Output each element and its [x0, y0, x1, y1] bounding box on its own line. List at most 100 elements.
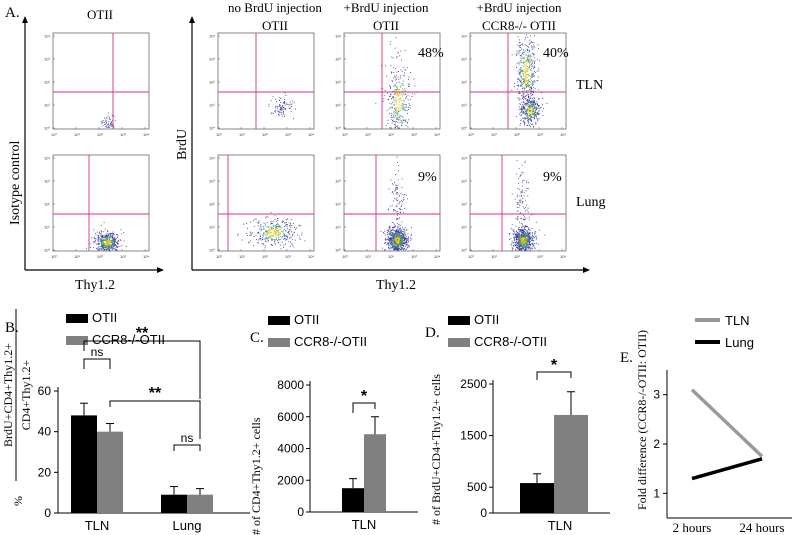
flow-event-dot	[118, 240, 120, 242]
flow-event-dot	[103, 246, 104, 248]
flow-event-dot	[391, 98, 392, 99]
flow-event-dot	[523, 100, 525, 102]
flow-event-dot	[530, 76, 532, 78]
flow-event-dot	[398, 241, 400, 242]
flow-event-dot	[396, 234, 398, 236]
flow-event-dot	[109, 246, 110, 248]
flow-event-dot	[113, 246, 115, 247]
flow-event-dot	[521, 109, 523, 111]
flow-event-dot	[107, 236, 109, 238]
flow-event-dot	[520, 174, 522, 176]
flow-event-dot	[385, 125, 387, 126]
flow-event-dot	[524, 245, 526, 247]
flow-event-dot	[108, 239, 110, 241]
flow-event-dot	[113, 126, 115, 128]
flow-event-dot	[404, 207, 406, 209]
flow-event-dot	[275, 105, 277, 107]
flow-event-dot	[270, 112, 272, 114]
flow-event-dot	[401, 121, 403, 123]
flow-event-dot	[101, 247, 103, 248]
flow-event-dot	[399, 237, 401, 239]
flow-event-dot	[522, 237, 524, 239]
flow-event-dot	[395, 109, 397, 111]
flow-event-dot	[519, 240, 521, 242]
flow-event-dot	[107, 242, 109, 244]
flow-event-dot	[398, 249, 400, 251]
flow-event-dot	[105, 237, 107, 239]
flow-event-dot	[289, 108, 290, 109]
flow-event-dot	[526, 68, 528, 69]
flow-event-dot	[297, 234, 299, 236]
flow-event-dot	[402, 109, 404, 110]
flow-event-dot	[532, 103, 534, 105]
flow-event-dot	[519, 204, 521, 206]
flow-event-dot	[113, 238, 115, 240]
flow-event-dot	[277, 226, 278, 227]
flow-plot-nobrdu-lung: 10⁴ 10³ 10² 10¹ 10⁰ 10⁰ 10¹ 10² 10³ 10⁴	[208, 152, 318, 262]
flow-event-dot	[384, 230, 386, 232]
flow-event-dot	[521, 108, 523, 110]
flow-event-dot	[398, 165, 400, 166]
flow-event-dot	[265, 235, 267, 237]
flow-event-dot	[516, 245, 518, 246]
flow-event-dot	[104, 117, 106, 119]
flow-event-dot	[396, 90, 398, 92]
flow-event-dot	[291, 243, 293, 245]
flow-event-dot	[398, 111, 400, 112]
flow-event-dot	[266, 226, 268, 228]
flow-event-dot	[387, 230, 388, 232]
flow-event-dot	[397, 76, 399, 78]
flow-event-dot	[400, 209, 401, 211]
flow-event-dot	[98, 246, 100, 248]
flow-event-dot	[528, 118, 530, 120]
flow-event-dot	[528, 79, 529, 80]
flow-event-dot	[408, 241, 409, 243]
flow-event-dot	[530, 126, 531, 128]
flow-event-dot	[529, 232, 531, 234]
flow-event-dot	[102, 243, 104, 245]
flow-event-dot	[394, 249, 396, 251]
flow-event-dot	[519, 230, 521, 232]
flow-event-dot	[527, 236, 529, 238]
flow-event-dot	[387, 242, 389, 243]
flow-event-dot	[275, 221, 277, 223]
flow-ytick-label: 10⁰	[335, 126, 341, 131]
flow-event-dot	[274, 233, 276, 235]
flow-event-dot	[398, 81, 400, 83]
flow-event-dot	[399, 202, 401, 204]
flow-event-dot	[529, 233, 531, 235]
flow-event-dot	[525, 207, 527, 209]
flow-event-dot	[521, 239, 523, 241]
flow-event-dot	[388, 242, 389, 244]
flow-event-dot	[288, 231, 289, 233]
flow-event-dot	[530, 120, 532, 121]
flow-event-dot	[518, 99, 520, 101]
flow-ytick-label: 10⁴	[335, 34, 341, 39]
flow-event-dot	[391, 221, 393, 223]
flow-event-dot	[97, 239, 99, 240]
flow-event-dot	[280, 108, 282, 110]
flow-event-dot	[258, 220, 260, 222]
flow-event-dot	[538, 105, 540, 106]
flow-event-dot	[535, 235, 536, 237]
chart-b-bar	[187, 494, 213, 513]
flow-event-dot	[520, 78, 522, 80]
flow-event-dot	[522, 235, 524, 237]
flow-event-dot	[112, 233, 114, 235]
flow-event-dot	[516, 207, 518, 208]
flow-event-dot	[393, 245, 394, 246]
flow-event-dot	[528, 79, 530, 81]
flow-event-dot	[510, 238, 512, 240]
flow-event-dot	[107, 112, 109, 114]
flow-plot-nobrdu-tln: 10⁴ 10³ 10² 10¹ 10⁰ 10⁰ 10¹ 10² 10³ 10⁴	[208, 30, 318, 140]
flow-event-dot	[520, 200, 522, 202]
flow-event-dot	[106, 235, 107, 237]
flow-xtick-label: 10¹	[491, 254, 497, 259]
flow-event-dot	[519, 80, 520, 82]
flow-event-dot	[107, 242, 109, 244]
flow-event-dot	[517, 244, 519, 246]
flow-event-dot	[264, 247, 266, 249]
flow-event-dot	[519, 241, 521, 243]
flow-event-dot	[284, 101, 285, 103]
flow-event-dot	[531, 227, 533, 229]
